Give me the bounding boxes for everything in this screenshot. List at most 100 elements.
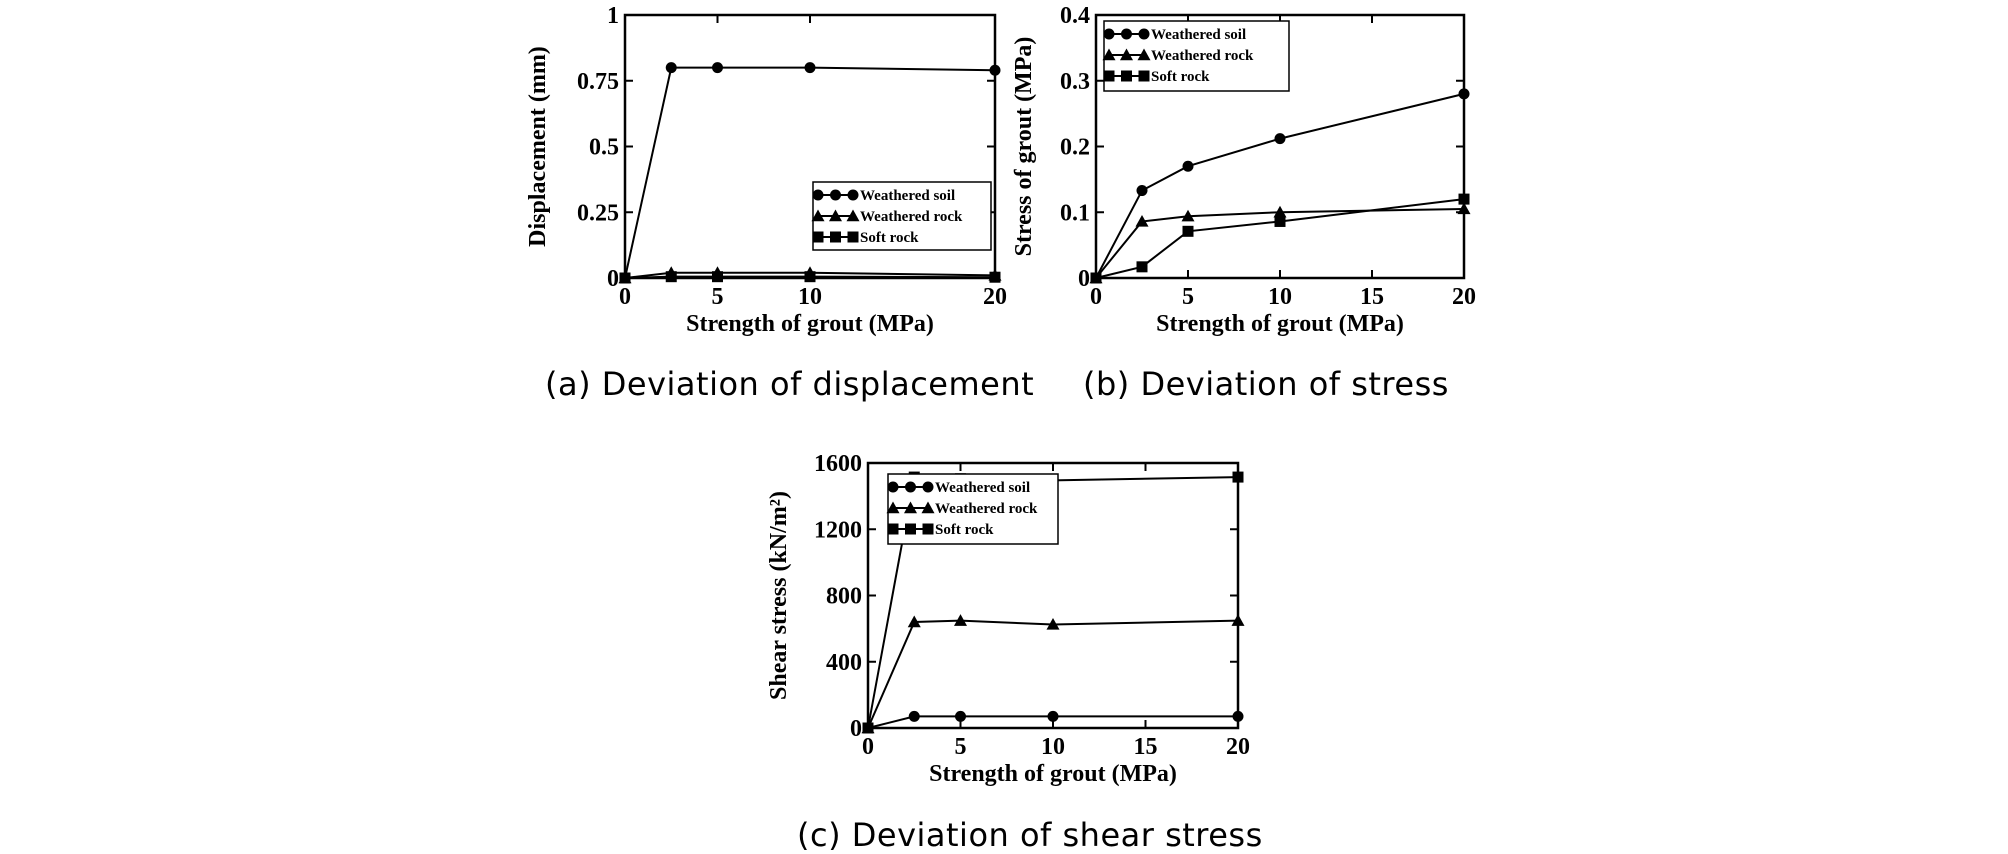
chart-a-xtick-label: 10 xyxy=(798,284,822,310)
chart-b-series-2-point xyxy=(1182,225,1194,237)
chart-c-ylabel: Shear stress (kN/m²) xyxy=(766,491,792,700)
chart-a-ytick-label: 0.5 xyxy=(589,135,619,161)
chart-c-xlabel: Strength of grout (MPa) xyxy=(929,761,1177,787)
chart-c-legend-marker xyxy=(922,523,934,535)
chart-a-legend: Weathered soil Weathered rock Soft rock xyxy=(811,181,992,251)
chart-c-legend-marker xyxy=(887,481,899,493)
chart-a-series-2-point xyxy=(665,271,677,283)
chart-b-series-0-point xyxy=(1274,133,1286,145)
chart-a-series-2-point xyxy=(989,271,1001,283)
chart-b-series-1-point xyxy=(1457,202,1471,215)
chart-b-legend-marker xyxy=(1103,70,1115,82)
chart-b-series-1-point xyxy=(1135,214,1149,227)
chart-c-legend: Weathered soil Weathered rock Soft rock xyxy=(886,473,1059,545)
chart-a-legend-marker xyxy=(847,189,859,201)
chart-c-series-0-point xyxy=(908,710,920,722)
chart-b-ytick-label: 0 xyxy=(1078,266,1090,292)
caption-a: (a) Deviation of displacement xyxy=(545,365,1035,403)
chart-a-series-2-point xyxy=(804,271,816,283)
chart-a-legend-marker xyxy=(812,189,824,201)
chart-a-legend-marker xyxy=(847,231,859,243)
chart-b-ytick-label: 0.1 xyxy=(1060,200,1090,226)
chart-c-legend-label: Weathered rock xyxy=(935,501,1038,517)
chart-b-legend: Weathered soil Weathered rock Soft rock xyxy=(1102,20,1290,92)
chart-c-series-2-point xyxy=(862,722,874,734)
chart-c-legend-marker xyxy=(886,501,900,514)
chart-b-ylabel: Stress of grout (MPa) xyxy=(1011,37,1037,257)
chart-c-legend-marker xyxy=(904,501,917,514)
chart-a-xlabel: Strength of grout (MPa) xyxy=(686,311,934,337)
chart-b-xtick-label: 15 xyxy=(1360,284,1384,310)
chart-a-legend-marker xyxy=(846,209,860,222)
chart-a-series-2-point xyxy=(712,271,723,283)
chart-c-legend-marker xyxy=(922,481,934,493)
chart-a-ytick-label: 0.25 xyxy=(577,200,619,226)
chart-b-legend-marker xyxy=(1138,70,1150,82)
chart-a-series-0-point xyxy=(989,64,1001,76)
caption-c: (c) Deviation of shear stress xyxy=(797,816,1263,854)
chart-c-ytick-label: 1600 xyxy=(814,451,862,477)
chart-a: 0 5 10 20 0 0.25 0.5 0.75 1 Strength of grout (MP… xyxy=(525,3,1007,337)
chart-b-legend-marker xyxy=(1121,70,1132,82)
chart-a-series-0-point xyxy=(665,62,677,74)
caption-b: (b) Deviation of stress xyxy=(1083,365,1449,403)
chart-b-ytick-label: 0.4 xyxy=(1060,3,1090,29)
chart-a-ytick-label: 0.75 xyxy=(577,69,619,95)
chart-b-ytick-label: 0.2 xyxy=(1060,135,1090,161)
chart-a-ylabel: Displacement (mm) xyxy=(525,46,551,247)
chart-c-series-0-point xyxy=(955,710,966,722)
chart-a-legend-marker xyxy=(830,231,841,243)
chart-b-series-2-point xyxy=(1274,215,1286,227)
chart-b-legend-marker xyxy=(1138,28,1150,40)
chart-a-legend-label: Weathered soil xyxy=(860,188,955,204)
chart-c-ytick-label: 0 xyxy=(850,716,862,742)
chart-b: 0 5 10 15 20 0 0.1 0.2 0.3 0.4 Strength of grout (… xyxy=(1011,3,1476,337)
chart-c-series-1-point xyxy=(1231,614,1245,626)
chart-a-xtick-label: 20 xyxy=(983,284,1007,310)
chart-c-ytick-label: 800 xyxy=(826,584,862,610)
chart-a-series-2-point xyxy=(619,272,631,284)
chart-b-xtick-label: 20 xyxy=(1452,284,1476,310)
chart-c-legend-marker xyxy=(905,481,916,493)
chart-a-series-0-point xyxy=(712,62,723,74)
chart-a-legend-marker xyxy=(829,209,842,222)
chart-b-series-2-point xyxy=(1136,261,1148,273)
chart-b-series-0-line xyxy=(1095,92,1465,279)
chart-b-xlabel: Strength of grout (MPa) xyxy=(1156,311,1404,337)
chart-c-series-1-point xyxy=(954,614,967,626)
chart-a-xtick-label: 5 xyxy=(712,284,724,310)
chart-a-legend-label: Weathered rock xyxy=(860,209,963,225)
chart-c: 0 5 10 15 20 0 400 800 1200 1600 Strength of grout… xyxy=(766,451,1250,787)
chart-b-xtick-label: 5 xyxy=(1182,284,1194,310)
chart-a-series-0-point xyxy=(804,62,816,74)
chart-b-series-2-point xyxy=(1090,272,1102,284)
chart-c-series-1-point xyxy=(907,615,921,628)
chart-b-series-0-point xyxy=(1458,88,1470,100)
chart-b-xtick-label: 0 xyxy=(1090,284,1102,310)
chart-b-ytick-label: 0.3 xyxy=(1060,69,1090,95)
chart-b-series-0-point xyxy=(1182,160,1194,172)
chart-c-xtick-label: 0 xyxy=(862,734,874,760)
chart-c-legend-label: Weathered soil xyxy=(935,480,1030,496)
chart-c-xtick-label: 5 xyxy=(955,734,967,760)
chart-c-series-0-point xyxy=(1047,710,1059,722)
chart-a-legend-label: Soft rock xyxy=(860,230,919,246)
chart-c-legend-marker xyxy=(921,501,935,514)
chart-b-series-0-point xyxy=(1136,185,1148,197)
chart-c-ytick-label: 1200 xyxy=(814,517,862,543)
chart-c-xtick-label: 10 xyxy=(1041,734,1065,760)
chart-b-legend-marker xyxy=(1102,48,1116,61)
chart-b-legend-marker xyxy=(1121,28,1132,40)
chart-c-xtick-label: 20 xyxy=(1226,734,1250,760)
chart-b-legend-label: Weathered soil xyxy=(1151,27,1246,43)
chart-c-series-0-point xyxy=(1232,710,1244,722)
chart-a-legend-marker xyxy=(812,231,824,243)
chart-a-legend-marker xyxy=(830,189,841,201)
chart-c-series-1-point xyxy=(1046,617,1060,630)
chart-b-legend-label: Soft rock xyxy=(1151,69,1210,85)
chart-c-legend-label: Soft rock xyxy=(935,522,994,538)
chart-c-xtick-label: 15 xyxy=(1134,734,1158,760)
chart-c-legend-marker xyxy=(887,523,899,535)
chart-b-legend-marker xyxy=(1120,48,1133,61)
